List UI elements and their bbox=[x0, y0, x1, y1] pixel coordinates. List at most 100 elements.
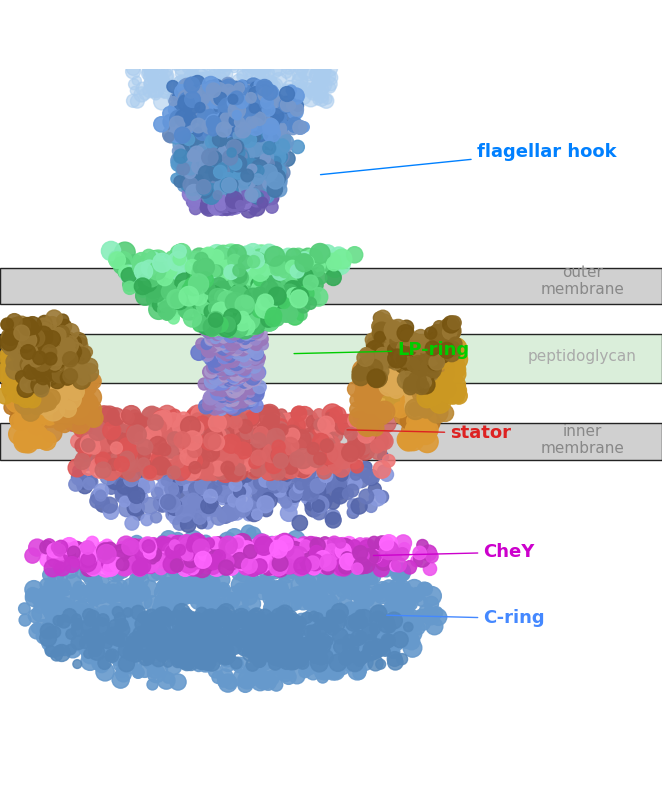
Circle shape bbox=[60, 346, 79, 365]
Circle shape bbox=[200, 247, 216, 264]
Circle shape bbox=[115, 450, 135, 471]
Circle shape bbox=[219, 453, 237, 470]
Circle shape bbox=[48, 597, 63, 611]
Circle shape bbox=[193, 623, 203, 634]
Circle shape bbox=[46, 338, 62, 353]
Circle shape bbox=[228, 203, 237, 214]
Circle shape bbox=[200, 626, 218, 644]
Circle shape bbox=[175, 622, 191, 637]
Circle shape bbox=[84, 395, 98, 409]
Circle shape bbox=[208, 134, 221, 147]
Circle shape bbox=[414, 550, 430, 567]
Circle shape bbox=[4, 400, 18, 414]
Circle shape bbox=[245, 411, 258, 425]
Circle shape bbox=[217, 114, 230, 126]
Circle shape bbox=[17, 387, 38, 408]
Circle shape bbox=[183, 619, 199, 635]
Circle shape bbox=[197, 84, 214, 101]
Circle shape bbox=[247, 323, 261, 337]
Circle shape bbox=[225, 314, 235, 324]
Circle shape bbox=[352, 602, 368, 618]
Circle shape bbox=[84, 570, 101, 586]
Circle shape bbox=[13, 345, 28, 359]
Circle shape bbox=[253, 534, 272, 553]
Circle shape bbox=[357, 350, 374, 366]
Circle shape bbox=[228, 95, 243, 110]
Circle shape bbox=[373, 322, 391, 340]
Circle shape bbox=[204, 178, 219, 192]
Circle shape bbox=[105, 581, 123, 598]
Circle shape bbox=[204, 615, 220, 631]
Circle shape bbox=[215, 155, 230, 170]
Circle shape bbox=[323, 450, 340, 466]
Circle shape bbox=[202, 648, 213, 660]
Circle shape bbox=[308, 537, 322, 551]
Circle shape bbox=[285, 120, 301, 134]
Circle shape bbox=[184, 448, 199, 463]
Circle shape bbox=[229, 111, 244, 126]
Circle shape bbox=[189, 541, 207, 559]
Circle shape bbox=[235, 606, 251, 622]
Circle shape bbox=[232, 636, 246, 650]
Circle shape bbox=[213, 184, 230, 201]
Circle shape bbox=[385, 320, 402, 338]
Circle shape bbox=[311, 551, 322, 562]
Circle shape bbox=[283, 429, 295, 441]
Circle shape bbox=[184, 458, 203, 477]
Circle shape bbox=[211, 194, 221, 205]
Circle shape bbox=[228, 170, 239, 181]
Circle shape bbox=[135, 558, 151, 574]
Circle shape bbox=[242, 646, 258, 662]
FancyBboxPatch shape bbox=[0, 334, 662, 383]
Circle shape bbox=[136, 265, 151, 279]
Circle shape bbox=[250, 163, 267, 180]
Circle shape bbox=[204, 283, 223, 303]
Circle shape bbox=[127, 499, 144, 516]
Circle shape bbox=[226, 199, 239, 212]
Circle shape bbox=[413, 419, 434, 440]
Circle shape bbox=[376, 353, 389, 366]
Circle shape bbox=[51, 346, 71, 366]
Circle shape bbox=[226, 462, 246, 482]
Circle shape bbox=[144, 78, 154, 89]
Circle shape bbox=[373, 619, 391, 637]
Circle shape bbox=[128, 579, 144, 594]
Circle shape bbox=[226, 105, 236, 114]
Circle shape bbox=[229, 114, 240, 125]
Circle shape bbox=[186, 185, 202, 200]
Circle shape bbox=[226, 321, 236, 330]
Circle shape bbox=[285, 614, 301, 630]
Circle shape bbox=[209, 586, 220, 597]
Circle shape bbox=[40, 596, 54, 609]
Circle shape bbox=[270, 633, 281, 643]
Circle shape bbox=[316, 654, 327, 664]
Circle shape bbox=[190, 541, 205, 555]
Circle shape bbox=[198, 547, 212, 561]
Circle shape bbox=[200, 140, 209, 150]
Circle shape bbox=[387, 646, 400, 658]
Circle shape bbox=[271, 431, 287, 447]
Circle shape bbox=[228, 118, 242, 133]
Circle shape bbox=[44, 385, 66, 406]
Circle shape bbox=[299, 666, 311, 678]
Circle shape bbox=[234, 282, 254, 301]
Circle shape bbox=[220, 194, 230, 204]
Circle shape bbox=[374, 331, 385, 342]
Circle shape bbox=[277, 586, 290, 600]
Circle shape bbox=[31, 358, 49, 377]
Circle shape bbox=[224, 394, 240, 410]
Circle shape bbox=[307, 597, 318, 607]
Circle shape bbox=[252, 652, 269, 669]
Circle shape bbox=[442, 325, 457, 339]
Circle shape bbox=[248, 316, 266, 334]
Circle shape bbox=[184, 167, 196, 178]
Circle shape bbox=[306, 492, 320, 506]
Circle shape bbox=[87, 608, 99, 621]
Circle shape bbox=[173, 268, 186, 281]
Circle shape bbox=[221, 462, 234, 474]
Circle shape bbox=[118, 436, 131, 449]
Circle shape bbox=[173, 632, 187, 646]
Circle shape bbox=[142, 456, 156, 470]
Circle shape bbox=[354, 616, 367, 629]
Circle shape bbox=[410, 359, 426, 375]
